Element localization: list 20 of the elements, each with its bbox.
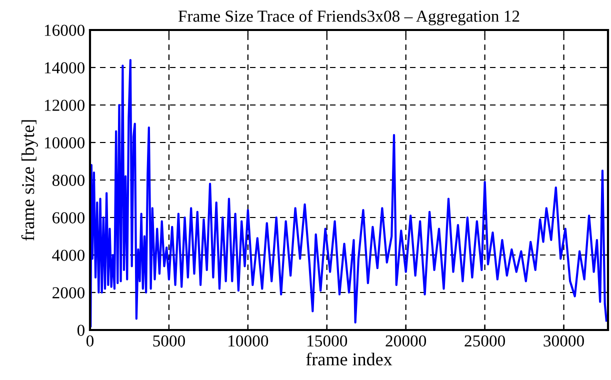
y-tick-label: 10000 <box>44 137 85 148</box>
x-tick-label: 0 <box>86 335 94 347</box>
y-axis-title: frame size [byte] <box>21 120 38 241</box>
x-tick-label: 20000 <box>386 335 426 347</box>
y-tick-label: 16000 <box>44 24 85 36</box>
chart-title: Frame Size Trace of Friends3x08 – Aggregation 12 <box>178 10 520 26</box>
x-axis-title: frame index <box>306 352 392 366</box>
x-tick-label: 10000 <box>228 335 268 347</box>
y-tick-label: 6000 <box>52 212 85 224</box>
x-tick-label: 5000 <box>153 335 185 347</box>
x-tick-label: 25000 <box>464 335 506 347</box>
line-series <box>90 58 608 328</box>
x-tick-label: 15000 <box>308 335 348 347</box>
y-tick-label: 2000 <box>52 287 85 298</box>
y-tick-label: 4000 <box>52 250 85 261</box>
y-tick-label: 14000 <box>44 62 85 74</box>
y-tick-label: 12000 <box>44 100 85 111</box>
y-tick-label: 8000 <box>52 174 85 186</box>
x-tick-label: 30000 <box>544 335 584 347</box>
y-tick-label: 0 <box>77 324 85 336</box>
